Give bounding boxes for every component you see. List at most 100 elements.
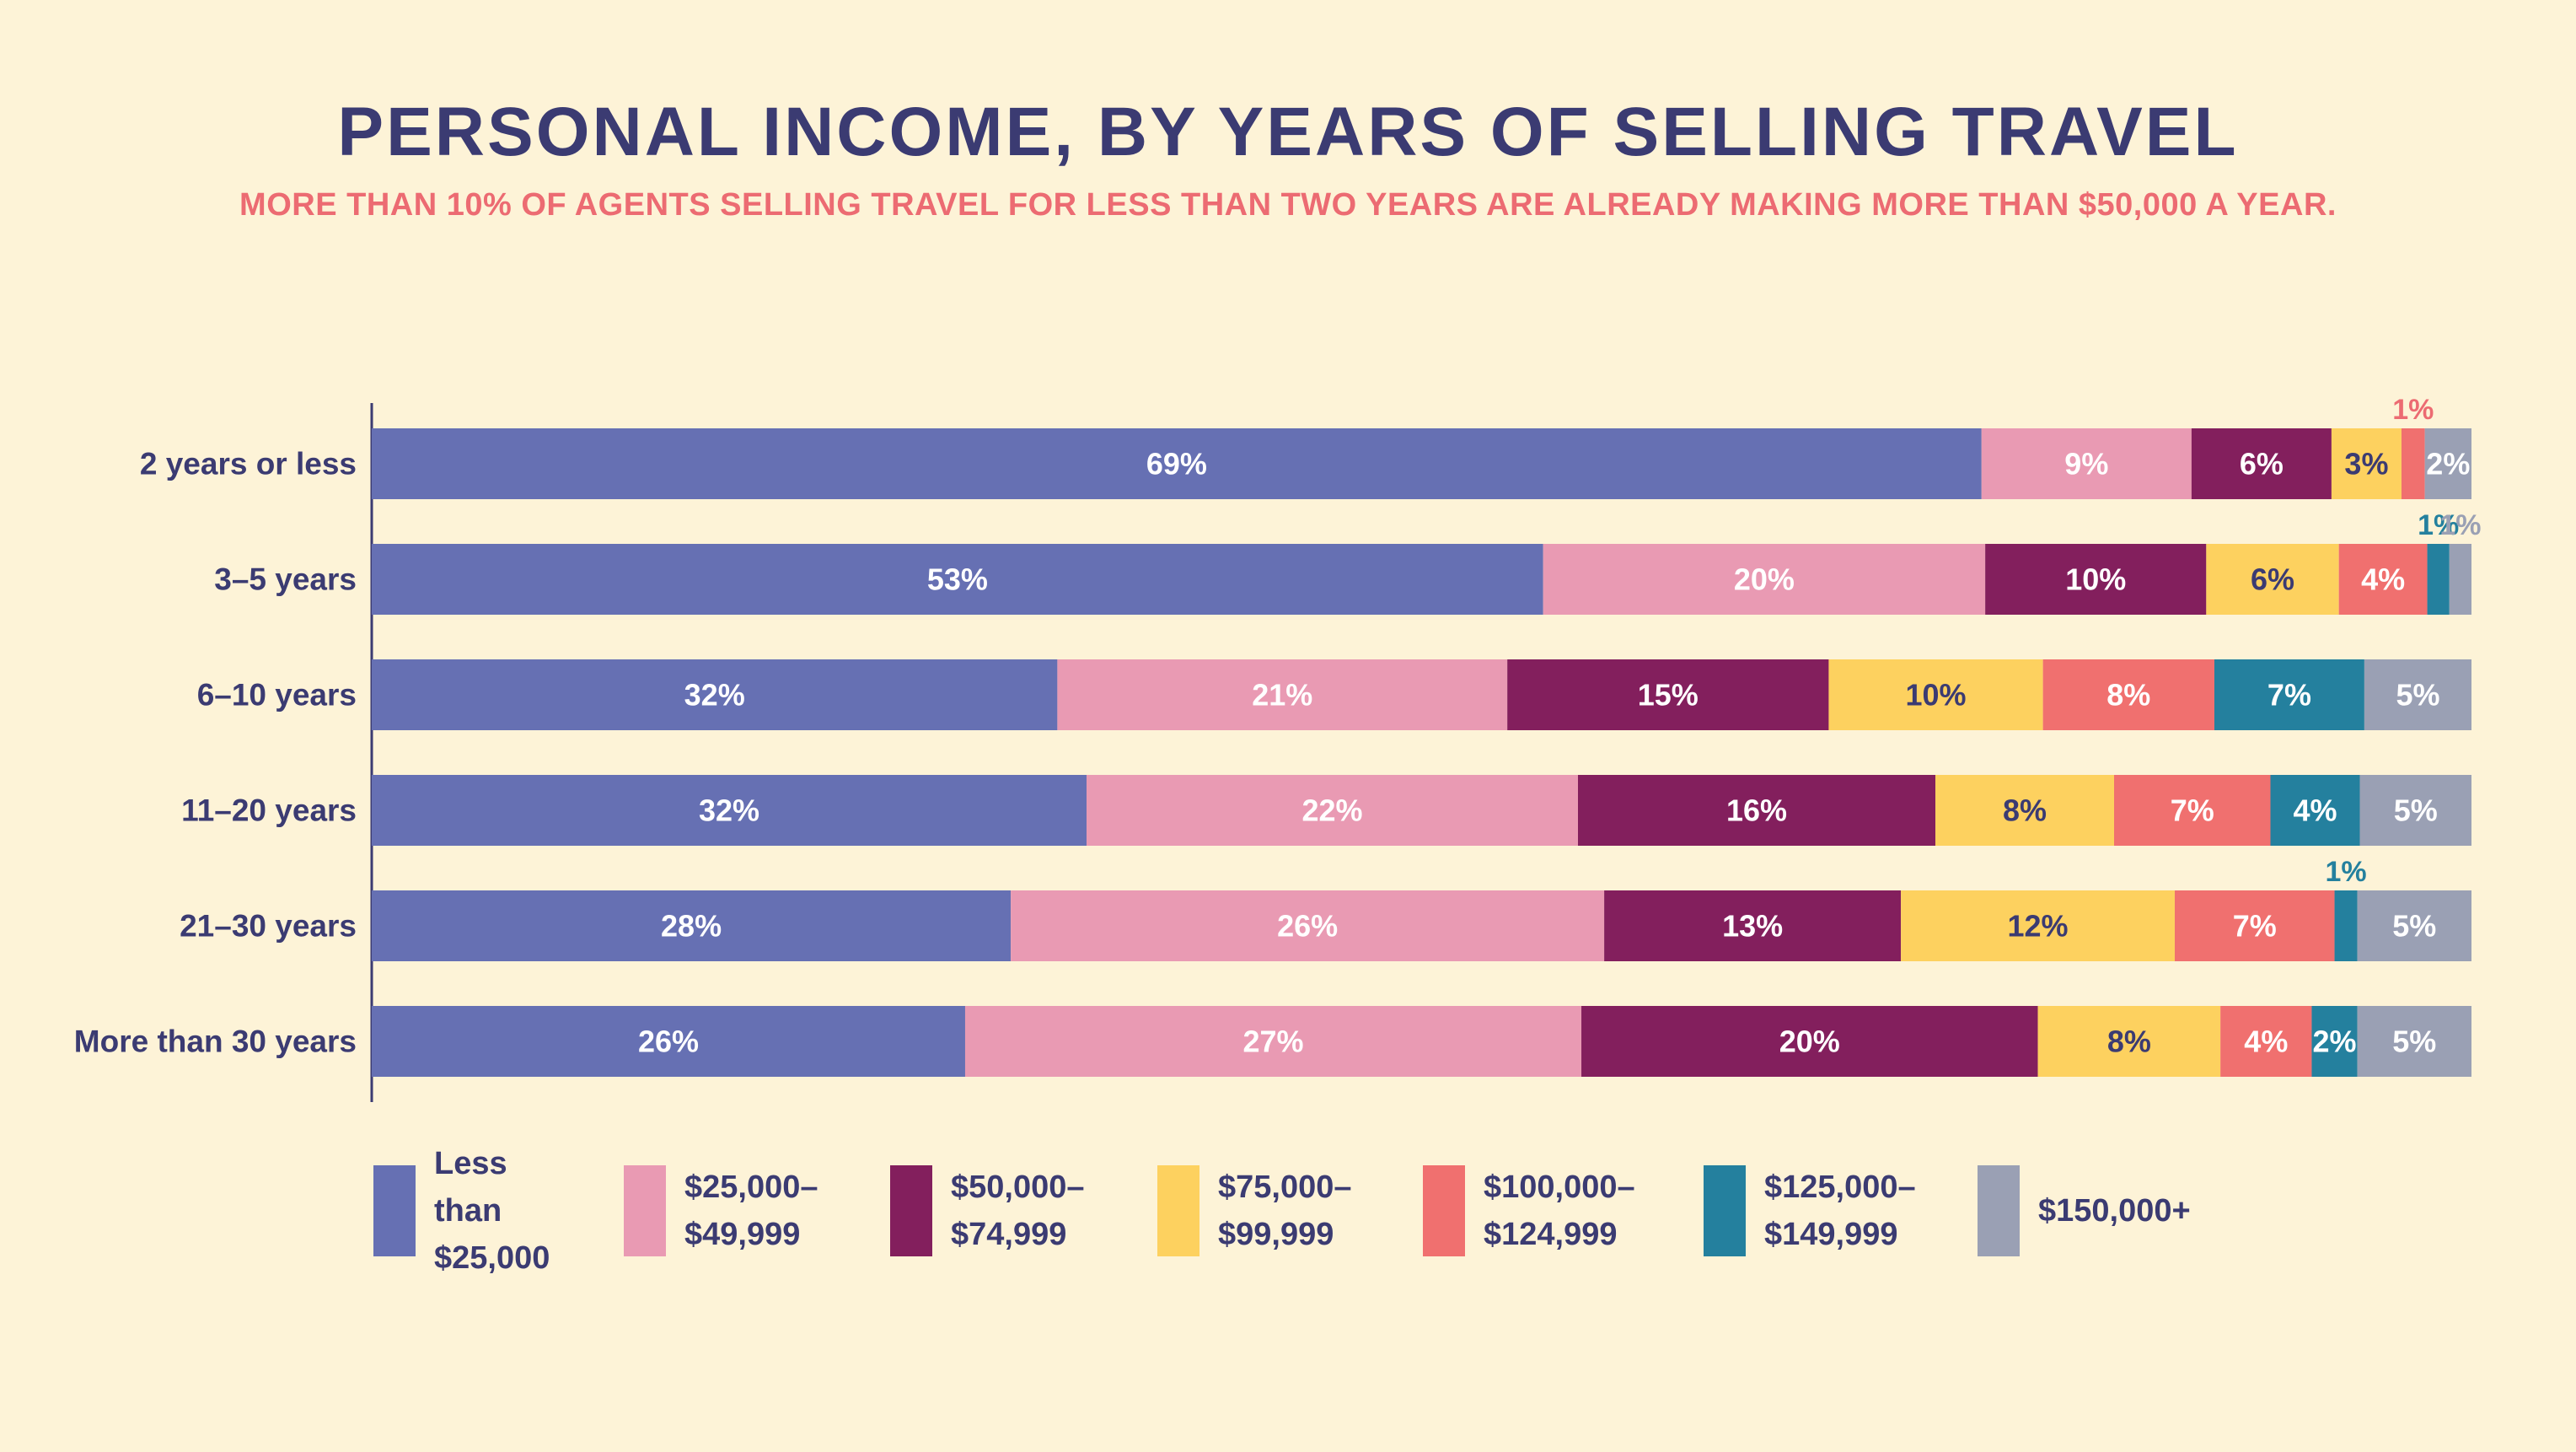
bar-segment-2-years-or-less-25-000-49-999: [1981, 428, 2192, 499]
bar-segment-11-20-years-100-000-124-999: [2114, 775, 2271, 846]
outside-data-label-21-30-years-125-000-149-999: 1%: [2326, 856, 2367, 888]
legend-label: $75,000– $99,999: [1218, 1170, 1352, 1252]
legend-label: $25,000– $49,999: [684, 1170, 818, 1252]
legend-swatch: [1704, 1165, 1746, 1256]
data-label-2-years-or-less-50-000-74-999: 6%: [2240, 447, 2284, 481]
data-label-6-10-years-75-000-99-999: 10%: [1906, 678, 1967, 713]
outside-data-label-3-5-years-150-000: 1%: [2439, 509, 2481, 541]
bar-segment-21-30-years-100-000-124-999: [2175, 890, 2335, 961]
bar-segment-2-years-or-less-100-000-124-999: [2401, 428, 2425, 499]
bar-segment-11-20-years-75-000-99-999: [1935, 775, 2114, 846]
data-label-6-10-years-25-000-49-999: 21%: [1252, 678, 1312, 713]
bar-segment-11-20-years-150-000: [2359, 775, 2471, 846]
category-label-more-than-30-years: More than 30 years: [74, 1024, 357, 1059]
bar-segment-3-5-years-150-000: [2449, 544, 2471, 615]
data-label-3-5-years-25-000-49-999: 20%: [1734, 562, 1795, 597]
bar-segment-6-10-years-150-000: [2364, 659, 2471, 730]
data-label-21-30-years-75-000-99-999: 12%: [2008, 909, 2069, 944]
bar-segment-2-years-or-less-less-than-25-000: [372, 428, 1982, 499]
bar-segment-21-30-years-25-000-49-999: [1011, 890, 1605, 961]
data-label-6-10-years-less-than-25-000: 32%: [684, 678, 745, 713]
data-label-21-30-years-50-000-74-999: 13%: [1722, 909, 1783, 944]
legend-label: $125,000– $149,999: [1764, 1170, 1916, 1252]
legend-swatch: [1978, 1165, 2020, 1256]
bar-segment-21-30-years-less-than-25-000: [372, 890, 1012, 961]
bar-segment-more-than-30-years-125-000-149-999: [2311, 1006, 2358, 1077]
data-label-2-years-or-less-25-000-49-999: 9%: [2064, 447, 2108, 481]
bar-segment-2-years-or-less-150-000: [2424, 428, 2471, 499]
bar-segment-more-than-30-years-150-000: [2357, 1006, 2471, 1077]
bar-segment-11-20-years-50-000-74-999: [1578, 775, 1935, 846]
bar-segment-3-5-years-50-000-74-999: [1985, 544, 2207, 615]
data-label-more-than-30-years-25-000-49-999: 27%: [1242, 1024, 1303, 1059]
data-label-6-10-years-150-000: 5%: [2396, 678, 2439, 713]
legend-swatch: [624, 1165, 666, 1256]
data-label-more-than-30-years-50-000-74-999: 20%: [1779, 1024, 1840, 1059]
bar-segment-more-than-30-years-less-than-25-000: [372, 1006, 965, 1077]
data-label-more-than-30-years-75-000-99-999: 8%: [2107, 1024, 2151, 1059]
data-label-3-5-years-50-000-74-999: 10%: [2065, 562, 2126, 597]
outside-data-label-2-years-or-less-100-000-124-999: 1%: [2392, 394, 2434, 426]
stacked-bar-chart: 2 years or less 69% 9% 6% 3% 2% 3–5 years 53% 20…: [74, 394, 2481, 1102]
outside-data-label-3-5-years-125-000-149-999: 1%: [2418, 509, 2459, 541]
category-label-3-5-years: 3–5 years: [214, 562, 357, 597]
data-label-11-20-years-less-than-25-000: 32%: [699, 793, 759, 828]
category-label-2-years-or-less: 2 years or less: [140, 447, 357, 481]
bar-segment-21-30-years-150-000: [2357, 890, 2471, 961]
bar-segment-more-than-30-years-100-000-124-999: [2220, 1006, 2312, 1077]
bar-segment-2-years-or-less-50-000-74-999: [2191, 428, 2332, 499]
bar-segment-6-10-years-100-000-124-999: [2042, 659, 2214, 730]
category-label-21-30-years: 21–30 years: [180, 909, 357, 944]
bar-segment-3-5-years-75-000-99-999: [2206, 544, 2339, 615]
data-label-more-than-30-years-125-000-149-999: 2%: [2313, 1024, 2357, 1059]
bar-segment-21-30-years-125-000-149-999: [2334, 890, 2358, 961]
data-label-21-30-years-25-000-49-999: 26%: [1277, 909, 1338, 944]
data-label-21-30-years-100-000-124-999: 7%: [2233, 909, 2277, 944]
data-label-3-5-years-less-than-25-000: 53%: [927, 562, 988, 597]
bar-segment-3-5-years-100-000-124-999: [2338, 544, 2428, 615]
legend-label: $100,000– $124,999: [1484, 1170, 1635, 1252]
bar-segment-6-10-years-less-than-25-000: [372, 659, 1058, 730]
chart-subtitle: MORE THAN 10% OF AGENTS SELLING TRAVEL F…: [239, 187, 2337, 223]
legend-swatch: [1157, 1165, 1199, 1256]
legend-swatch: [1423, 1165, 1465, 1256]
bar-segment-3-5-years-25-000-49-999: [1543, 544, 1986, 615]
data-label-3-5-years-75-000-99-999: 6%: [2251, 562, 2294, 597]
data-label-11-20-years-150-000: 5%: [2394, 793, 2438, 828]
data-label-2-years-or-less-less-than-25-000: 69%: [1146, 447, 1207, 481]
legend-label: $150,000+: [2038, 1193, 2191, 1229]
bar-segment-6-10-years-125-000-149-999: [2214, 659, 2364, 730]
chart-title: PERSONAL INCOME, BY YEARS OF SELLING TRA…: [337, 94, 2239, 170]
data-label-3-5-years-100-000-124-999: 4%: [2361, 562, 2405, 597]
data-label-6-10-years-125-000-149-999: 7%: [2267, 678, 2311, 713]
bar-segment-6-10-years-75-000-99-999: [1828, 659, 2043, 730]
data-label-2-years-or-less-150-000: 2%: [2426, 447, 2470, 481]
data-label-11-20-years-75-000-99-999: 8%: [2003, 793, 2047, 828]
legend-label: Less than $25,000: [434, 1146, 550, 1276]
bar-segment-11-20-years-less-than-25-000: [372, 775, 1087, 846]
bar-segment-2-years-or-less-75-000-99-999: [2331, 428, 2402, 499]
bar-segment-6-10-years-25-000-49-999: [1057, 659, 1508, 730]
bar-segment-21-30-years-75-000-99-999: [1901, 890, 2176, 961]
bar-segment-3-5-years-125-000-149-999: [2427, 544, 2450, 615]
legend-swatch: [890, 1165, 932, 1256]
bar-segment-11-20-years-25-000-49-999: [1087, 775, 1578, 846]
legend-swatch: [373, 1165, 416, 1256]
data-label-21-30-years-less-than-25-000: 28%: [661, 909, 722, 944]
data-label-more-than-30-years-150-000: 5%: [2392, 1024, 2436, 1059]
data-label-11-20-years-100-000-124-999: 7%: [2171, 793, 2214, 828]
legend-label: $50,000– $74,999: [951, 1170, 1085, 1252]
bar-segment-6-10-years-50-000-74-999: [1507, 659, 1829, 730]
data-label-more-than-30-years-less-than-25-000: 26%: [638, 1024, 699, 1059]
bar-segment-more-than-30-years-50-000-74-999: [1581, 1006, 2038, 1077]
category-label-6-10-years: 6–10 years: [197, 678, 357, 713]
data-label-2-years-or-less-75-000-99-999: 3%: [2344, 447, 2388, 481]
category-label-11-20-years: 11–20 years: [181, 793, 357, 828]
bar-segment-3-5-years-less-than-25-000: [372, 544, 1543, 615]
data-label-more-than-30-years-100-000-124-999: 4%: [2244, 1024, 2288, 1059]
data-label-6-10-years-100-000-124-999: 8%: [2106, 678, 2150, 713]
data-label-11-20-years-125-000-149-999: 4%: [2293, 793, 2337, 828]
data-label-11-20-years-50-000-74-999: 16%: [1726, 793, 1787, 828]
bar-segment-21-30-years-50-000-74-999: [1604, 890, 1902, 961]
